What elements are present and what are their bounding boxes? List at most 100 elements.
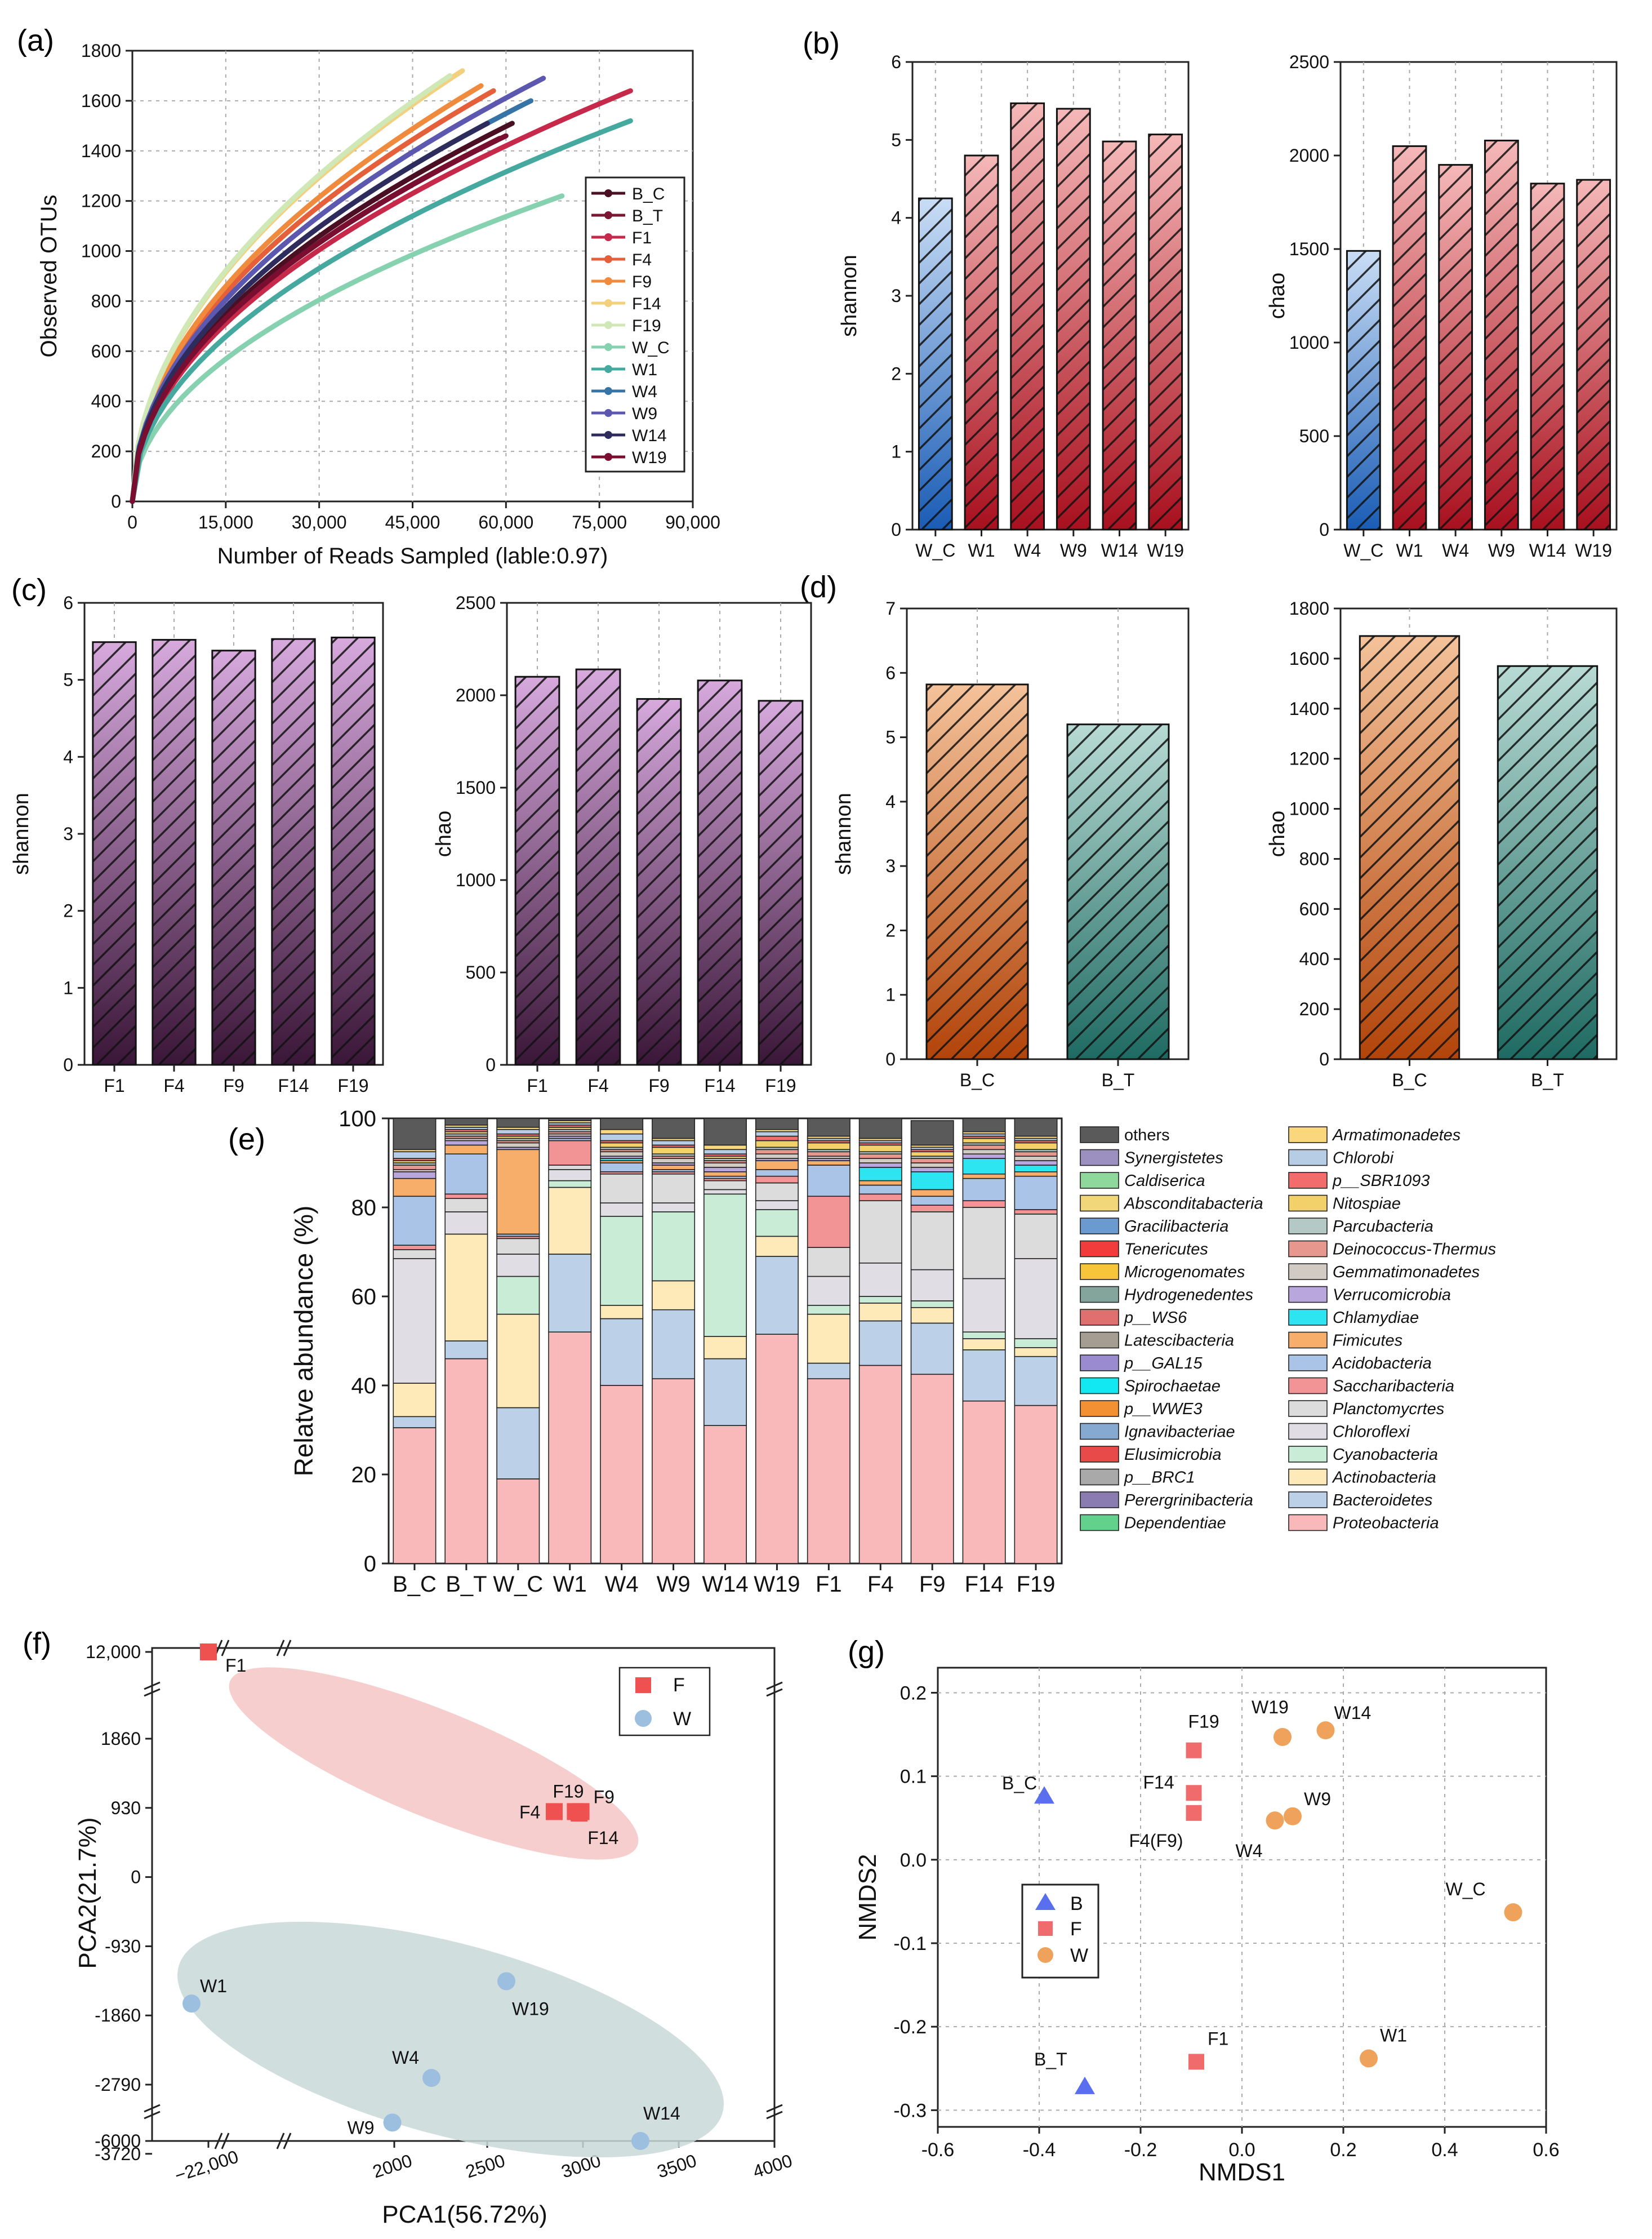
segment-f1-fimicutes	[807, 1160, 851, 1166]
segment-f4-deinococcus-thermus	[858, 1153, 902, 1159]
legend-swatch-gracilibacteria	[1080, 1218, 1119, 1234]
segment-b-t-fimicutes	[444, 1144, 488, 1155]
y-tick-label: 0	[63, 1055, 73, 1075]
x-tick-label-f14: F14	[704, 1076, 735, 1096]
y-tick-label: 0	[1319, 519, 1329, 540]
y-tick-label: 4	[63, 747, 73, 767]
segment-f14-deinococcus-thermus	[962, 1144, 1006, 1150]
point-label-w9: W9	[348, 2117, 375, 2138]
segment-b-c-fimicutes	[393, 1178, 437, 1197]
legend-label-dependentiae: Dependentiae	[1124, 1514, 1226, 1532]
segment-f4-proteobacteria	[858, 1365, 902, 1564]
y-tick-label: 800	[91, 291, 121, 311]
segment-f4-actinobacteria	[858, 1303, 902, 1322]
point-label-w4: W4	[392, 2047, 419, 2068]
segment-f19-proteobacteria	[1014, 1405, 1058, 1564]
segment-f9-chlamydiae	[910, 1171, 954, 1190]
y-axis-label: PCA2(21.7%)	[74, 1817, 101, 1969]
point-f1	[1188, 2054, 1204, 2070]
segment-w19-bacteroidetes	[755, 1256, 799, 1335]
segment-f19-deinococcus-thermus	[1014, 1151, 1058, 1157]
legend-label-hydrogenedentes: Hydrogenedentes	[1124, 1286, 1253, 1304]
x-tick-label-w19: W19	[754, 1572, 800, 1597]
segment-w9-fimicutes	[652, 1165, 696, 1170]
legend-label-f: F	[673, 1674, 685, 1696]
bar-hatch-f4	[152, 639, 196, 1065]
segment-w4-planctomycrtes	[600, 1173, 644, 1203]
curve-f1	[130, 88, 633, 504]
y-tick-label: 930	[111, 1798, 141, 1818]
bar-hatch-w1	[965, 156, 998, 530]
segment-b-t-chloroflexi	[444, 1211, 488, 1235]
segment-w19-saccharibacteria	[755, 1175, 799, 1184]
y-tick-label: 6	[891, 52, 901, 72]
segment-f4-chlamydiae	[858, 1167, 902, 1181]
segment-w4-acidobacteria	[600, 1162, 644, 1172]
segment-w19-p-sbr1093	[755, 1135, 799, 1141]
segment-w14-bacteroidetes	[703, 1358, 747, 1426]
x-axis-label: Number of Reads Sampled (lable:0.97)	[217, 544, 608, 568]
x-tick-label-f4: F4	[163, 1076, 184, 1096]
point-w-c	[1504, 1903, 1522, 1922]
segment-b-t-actinobacteria	[444, 1233, 488, 1341]
segment-f14-saccharibacteria	[962, 1200, 1006, 1208]
segment-w4-bacteroidetes	[600, 1318, 644, 1386]
segment-f9-cyanobacteria	[910, 1300, 954, 1308]
bar-hatch-w4	[1439, 165, 1472, 530]
y-axis-label: shannon	[10, 793, 33, 875]
x-tick-label-f9: F9	[223, 1076, 244, 1096]
legend-label-armatimonadetes: Armatimonadetes	[1332, 1126, 1460, 1144]
segment-b-t-bacteroidetes	[444, 1340, 488, 1360]
axis-break	[276, 1640, 292, 1656]
segment-w19-others	[755, 1118, 799, 1130]
segment-f14-verrucomicrobia	[962, 1153, 1006, 1159]
legend-swatch-synergistetes	[1080, 1149, 1119, 1166]
legend-label-verrucomicrobia: Verrucomicrobia	[1333, 1286, 1451, 1304]
segment-w19-fimicutes	[755, 1160, 799, 1170]
legend-marker-f	[635, 1677, 651, 1693]
segment-f19-chlamydiae	[1014, 1165, 1058, 1172]
panel-label-d: (d)	[800, 570, 837, 604]
segment-w4-cyanobacteria	[600, 1216, 644, 1306]
legend-swatch-hydrogenedentes	[1080, 1286, 1119, 1303]
plot-frame	[906, 607, 1190, 1060]
legend-swatch-perergrinibacteria	[1080, 1491, 1119, 1508]
legend-marker	[604, 321, 612, 329]
point-label-f4-f9: F4(F9)	[1129, 1831, 1183, 1851]
point-label-w1: W1	[200, 1976, 227, 1996]
y-axis-label: chao	[432, 811, 456, 857]
segment-f14-nitospiae	[962, 1138, 1006, 1144]
segment-f19-acidobacteria	[1014, 1175, 1058, 1210]
y-tick-label: 200	[1299, 999, 1329, 1019]
point-f14	[1186, 1785, 1202, 1801]
y-tick-label: 1800	[81, 41, 121, 61]
y-tick-label: 3	[891, 286, 901, 306]
legend-marker-w	[1037, 1947, 1053, 1963]
segment-w19-cyanobacteria	[755, 1209, 799, 1237]
segment-f9-others	[910, 1120, 954, 1146]
segment-w-c-gemmatimonadetes	[496, 1142, 540, 1148]
x-tick-label-f1: F1	[104, 1076, 124, 1096]
y-tick-label: 1	[885, 985, 896, 1005]
x-axis-label: NMDS1	[1199, 2158, 1285, 2186]
point-f19	[1186, 1742, 1202, 1758]
segment-w19-nitospiae	[755, 1140, 799, 1148]
y-tick-label: 2	[891, 363, 901, 384]
segment-b-c-acidobacteria	[393, 1196, 437, 1246]
y-tick-label: 2500	[1289, 52, 1329, 72]
segment-f14-bacteroidetes	[962, 1349, 1006, 1402]
x-tick-label-f1: F1	[816, 1572, 842, 1597]
segment-f9-gemmatimonadetes	[910, 1162, 954, 1168]
legend-marker	[604, 255, 612, 263]
segment-b-c-deinococcus-thermus	[393, 1165, 437, 1170]
y-tick-label: 0	[131, 1867, 141, 1887]
legend-label-proteobacteria: Proteobacteria	[1333, 1514, 1439, 1532]
y-tick-label: -2790	[95, 2074, 141, 2095]
legend-label-ignavibacteriae: Ignavibacteriae	[1124, 1423, 1235, 1441]
curve-w9	[130, 75, 546, 504]
y-tick-label: 0.1	[900, 1766, 927, 1788]
ellipse-w	[177, 1921, 724, 2158]
x-tick-label: -0.6	[921, 2139, 955, 2161]
x-tick-label-w14: W14	[702, 1572, 748, 1597]
point-label-w19: W19	[1252, 1697, 1289, 1717]
